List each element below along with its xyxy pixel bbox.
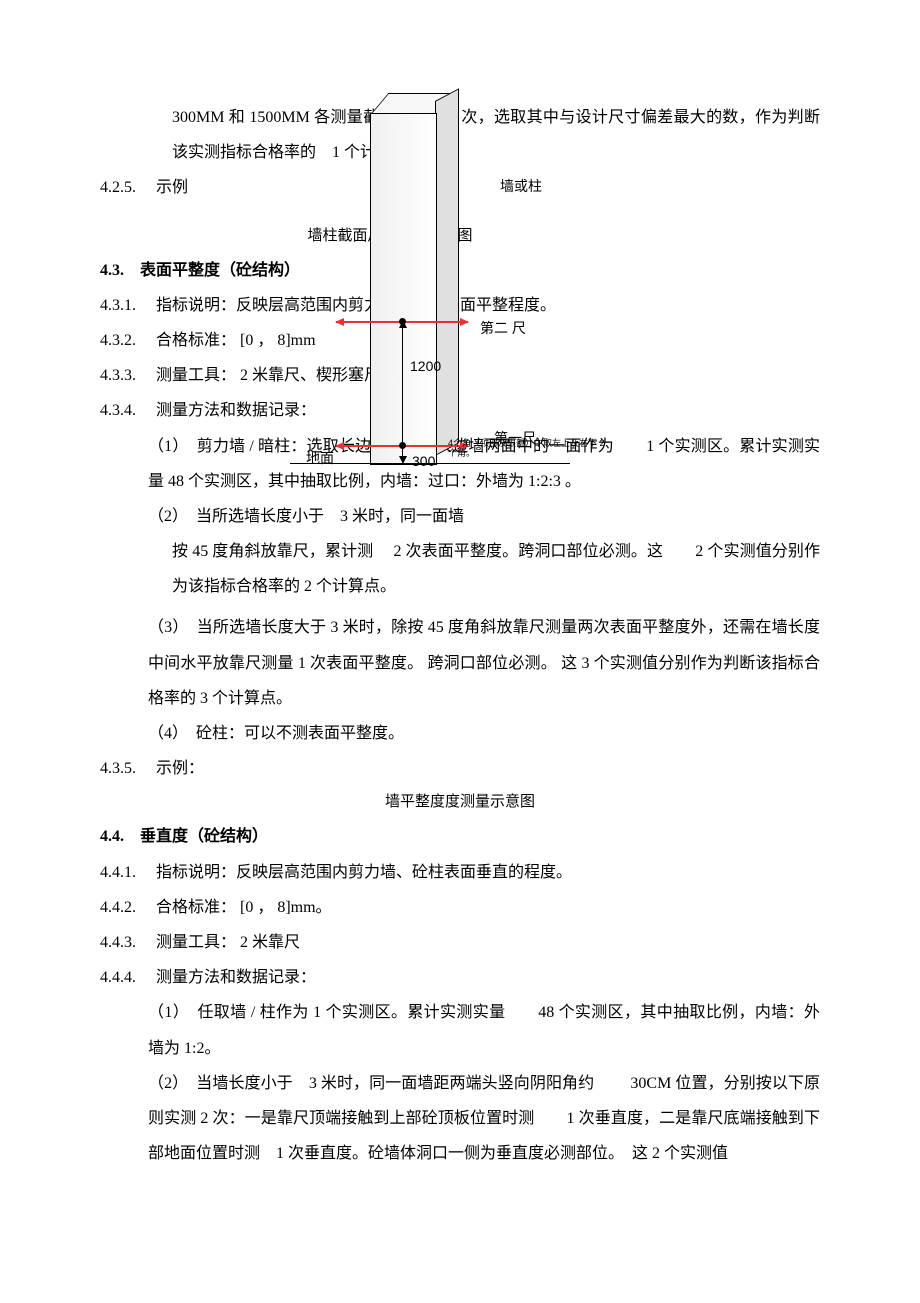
para-4-3-item2a: （2） 当所选墙长度小于 3 米时，同一面墙: [100, 499, 820, 534]
para-4-3-item2b: 按 45 度角斜放靠尺，累计测 2 次表面平整度。跨洞口部位必测。这 2 个实测…: [100, 534, 820, 604]
diagram1-caption: 墙柱截面尺寸测量示意图: [100, 220, 820, 253]
para-4-3-item1: （1） 剪力墙 / 暗柱：选取长边墙，任选长边墙两面中的一面作为 1 个实测区。…: [100, 429, 820, 499]
diagram2-caption: 墙平整度度测量示意图: [100, 786, 820, 819]
para-4-3-4: 4.3.4. 测量方法和数据记录：: [100, 393, 820, 428]
heading-4-3: 4.3. 表面平整度（砼结构）: [100, 253, 820, 288]
para-4-4-item1: （1） 任取墙 / 柱作为 1 个实测区。累计实测实量 48 个实测区，其中抽取…: [100, 995, 820, 1065]
para-4-4-2: 4.4.2. 合格标准： [0 ， 8]mm。: [100, 890, 820, 925]
para-4-3-item3: （3） 当所选墙长度大于 3 米时，除按 45 度角斜放靠尺测量两次表面平整度外…: [100, 610, 820, 716]
para-4-3-1: 4.3.1. 指标说明：反映层高范围内剪力墙、砼柱表面平整程度。: [100, 288, 820, 323]
para-4-4-3: 4.4.3. 测量工具： 2 米靠尺: [100, 925, 820, 960]
heading-4-2-5: 4.2.5. 示例: [100, 170, 820, 205]
document-page: 墙或柱 第二 尺 第一尺 1200 300 地面 4个角（顶部及根部）中取左上及…: [0, 0, 920, 1303]
para-4-4-item2: （2） 当墙长度小于 3 米时，同一面墙距两端头竖向阴阳角约 30CM 位置，分…: [100, 1066, 820, 1172]
heading-4-3-5: 4.3.5. 示例：: [100, 751, 820, 786]
para-4-3-2: 4.3.2. 合格标准： [0 ， 8]mm: [100, 323, 820, 358]
para-300mm-1500mm: 300MM 和 1500MM 各测量截面尺寸 1 次，选取其中与设计尺寸偏差最大…: [100, 100, 820, 170]
para-4-3-3: 4.3.3. 测量工具： 2 米靠尺、楔形塞尺: [100, 358, 820, 393]
para-4-4-1: 4.4.1. 指标说明：反映层高范围内剪力墙、砼柱表面垂直的程度。: [100, 855, 820, 890]
para-4-3-item4: （4） 砼柱：可以不测表面平整度。: [100, 716, 820, 751]
heading-4-4: 4.4. 垂直度（砼结构）: [100, 819, 820, 854]
para-4-4-4: 4.4.4. 测量方法和数据记录：: [100, 960, 820, 995]
